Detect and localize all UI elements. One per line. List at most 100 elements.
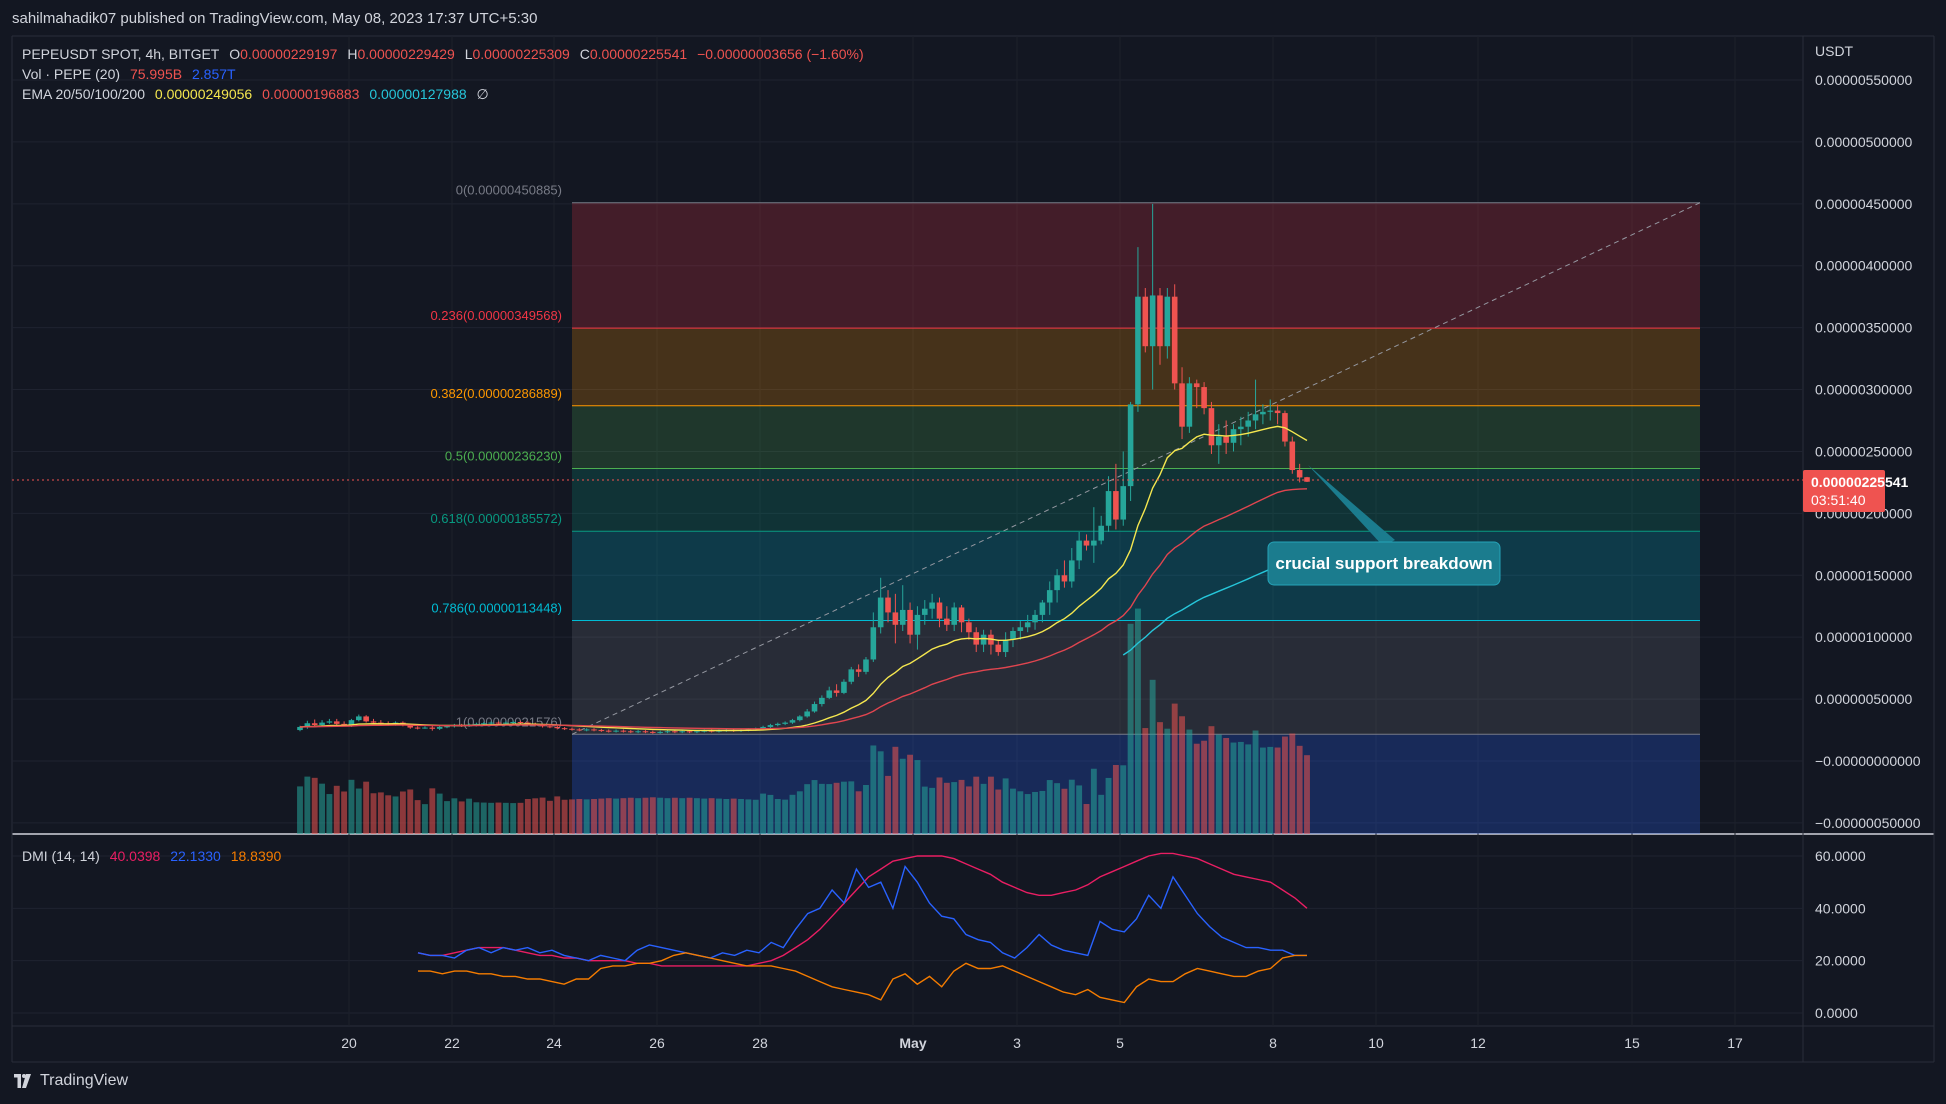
volume-bar [671, 797, 678, 834]
volume-bar [363, 781, 370, 834]
volume-bar [1046, 780, 1053, 834]
volume-label[interactable]: Vol · PEPE (20) [22, 66, 121, 82]
volume-bar [936, 777, 943, 834]
candle-body [554, 726, 561, 729]
candle-body [826, 690, 833, 698]
dmi-series-minus-di [418, 952, 1307, 1004]
candle-body [1142, 296, 1149, 347]
volume-bar [1208, 726, 1215, 834]
price-tick-label: 0.00000050000 [1815, 691, 1913, 707]
volume-bar [980, 783, 987, 834]
candle-body [605, 730, 612, 732]
candle-body [811, 704, 818, 712]
candle-body [1238, 426, 1244, 430]
fibonacci-retracement[interactable]: 0(0.00000450885) 0.236(0.00000349568) 0.38… [430, 183, 1701, 834]
candle-body [1002, 639, 1009, 653]
volume-bar [863, 784, 869, 834]
candle-body [1201, 387, 1207, 409]
candle-body [672, 731, 678, 733]
time-tick-label: 28 [752, 1035, 768, 1051]
candle-body [863, 659, 869, 672]
volume-bar [1098, 794, 1105, 834]
publish-header: sahilmahadik07 published on TradingView.… [12, 10, 538, 27]
volume-bar [774, 799, 781, 834]
annotation-pointer [1308, 465, 1395, 546]
fib-zone [572, 531, 1700, 621]
candle-body [1186, 383, 1193, 427]
candle-body [944, 618, 950, 625]
candle-body [1105, 491, 1112, 526]
candle-body [1076, 540, 1082, 561]
volume-bar [598, 798, 605, 834]
dmi-tick-label: 0.0000 [1815, 1005, 1858, 1021]
volume-bar [532, 798, 539, 834]
time-tick-label: 12 [1470, 1035, 1486, 1051]
volume-bar [554, 796, 561, 834]
volume-bar [480, 802, 487, 834]
candle-body [657, 731, 663, 733]
volume-bar [723, 799, 730, 834]
annotation-callout[interactable]: crucial support breakdown [1267, 465, 1501, 586]
candle-body [664, 731, 671, 733]
volume-bar [811, 780, 818, 834]
ema100-value: 0.00000127988 [369, 86, 467, 102]
volume-bar [818, 783, 825, 834]
dmi-axis[interactable]: 60.0000 40.0000 20.0000 0.0000 [1815, 848, 1866, 1021]
time-tick-label: May [899, 1035, 926, 1051]
volume-bar [1024, 794, 1031, 834]
volume-bar [524, 799, 531, 834]
volume-bar [451, 798, 458, 834]
candle-body [311, 723, 318, 726]
candle-body [936, 602, 943, 619]
price-tick-label: −0.00000050000 [1815, 815, 1921, 831]
annotation-box [1267, 541, 1501, 586]
candle-body [870, 627, 877, 660]
candle-body [525, 722, 531, 724]
volume-bar [341, 791, 348, 834]
candle-body [422, 727, 428, 729]
low-value: 0.00000225309 [472, 46, 570, 62]
volume-bar [561, 799, 568, 834]
volume-bar [1304, 755, 1310, 834]
candle-body [1260, 411, 1266, 415]
volume-bar [458, 801, 465, 834]
candle-body [627, 731, 634, 733]
candle-body [1274, 410, 1281, 414]
volume-bar [877, 751, 884, 834]
volume-bar [429, 788, 436, 834]
volume-bar [1282, 736, 1288, 834]
tradingview-brand[interactable]: TradingView [12, 1072, 128, 1090]
ema-label[interactable]: EMA 20/50/100/200 [22, 86, 145, 102]
volume-bar [348, 779, 355, 834]
volume-bar [539, 797, 546, 834]
volume-bar [796, 791, 803, 834]
candle-body [892, 612, 899, 625]
volume-value-2: 2.857T [192, 66, 236, 82]
price-axis[interactable]: 0.00000550000 0.00000500000 0.00000450000 0… [1815, 72, 1921, 831]
candle-body [1032, 614, 1038, 623]
price-tick-label: 0.00000350000 [1815, 320, 1913, 336]
symbol-name[interactable]: PEPEUSDT SPOT, 4h, BITGET [22, 46, 220, 62]
candle-body [480, 723, 487, 725]
price-tick-label: 0.00000250000 [1815, 443, 1913, 459]
time-axis[interactable]: 20 22 24 26 28 May 3 5 8 10 12 15 17 [341, 1035, 1743, 1051]
candle-body [1083, 540, 1090, 546]
volume-bar [488, 802, 495, 834]
candle-body [1216, 436, 1222, 446]
candle-body [326, 721, 333, 723]
candle-body [819, 697, 825, 705]
price-tick-label: 0.00000400000 [1815, 258, 1913, 274]
dmi-label[interactable]: DMI (14, 14) [22, 848, 100, 864]
volume-bar [1259, 747, 1266, 834]
candle-body [797, 716, 803, 721]
time-tick-label: 17 [1727, 1035, 1743, 1051]
volume-bar [591, 799, 597, 834]
volume-bar [1245, 744, 1252, 834]
candle-body [804, 711, 810, 717]
volume-bar [635, 798, 642, 834]
candle-body [561, 728, 568, 730]
time-tick-label: 20 [341, 1035, 357, 1051]
time-tick-label: 8 [1269, 1035, 1277, 1051]
candle-body [1223, 436, 1229, 443]
